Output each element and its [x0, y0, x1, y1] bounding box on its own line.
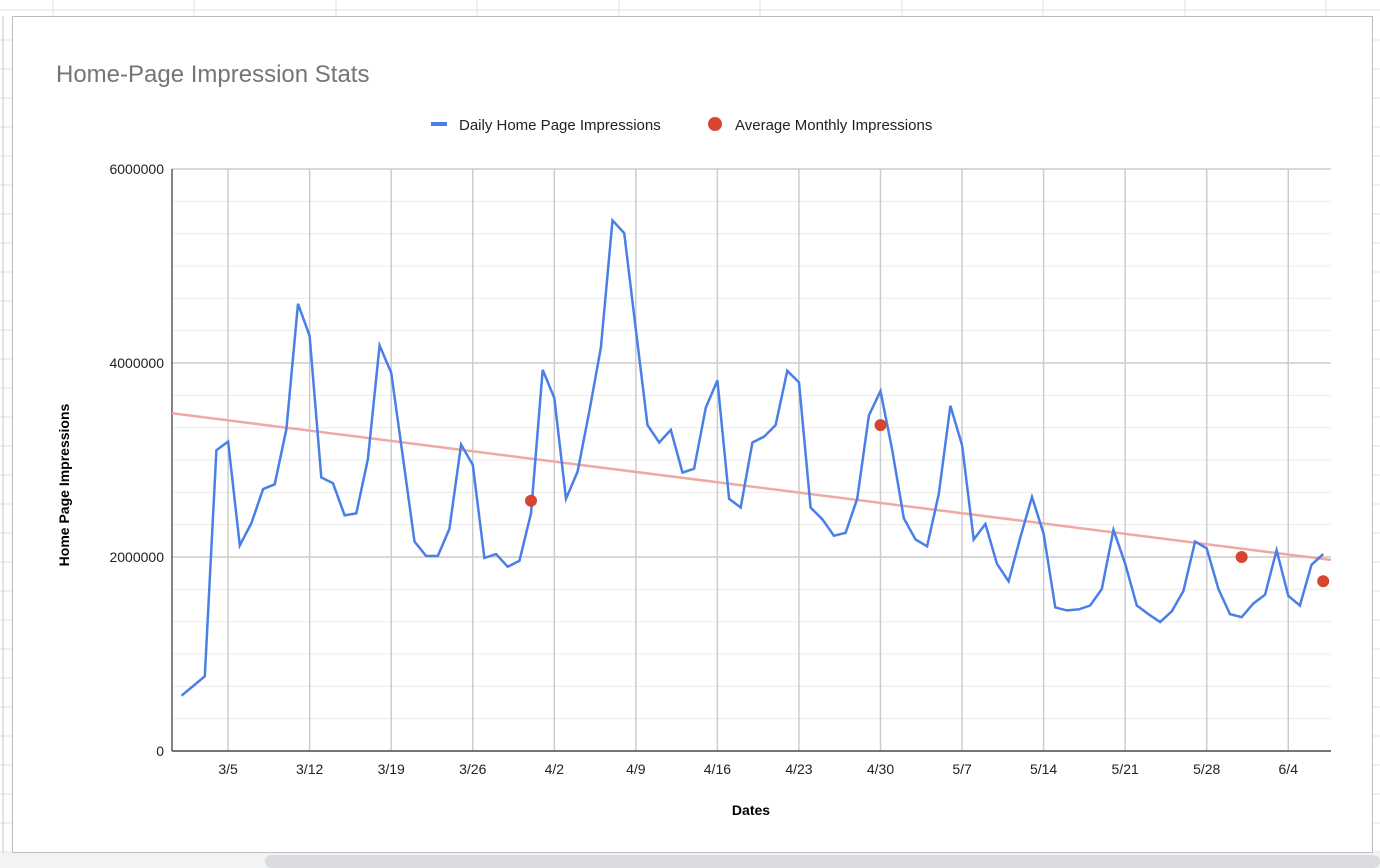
x-tick-label: 4/2	[545, 761, 565, 777]
x-tick-label: 4/23	[785, 761, 812, 777]
x-tick-label: 5/7	[952, 761, 972, 777]
horizontal-scrollbar-thumb[interactable]	[265, 855, 1380, 868]
y-tick-label: 4000000	[109, 355, 164, 371]
x-axis-label: Dates	[732, 802, 770, 818]
x-tick-label: 3/12	[296, 761, 323, 777]
series	[171, 217, 1332, 697]
daily-impressions-line	[180, 217, 1325, 697]
average-monthly-point	[525, 494, 537, 507]
x-tick-label: 3/26	[459, 761, 486, 777]
y-tick-label: 0	[156, 743, 164, 759]
y-axis-label: Home Page Impressions	[56, 403, 72, 566]
x-tick-label: 3/19	[378, 761, 405, 777]
legend-dot-icon	[708, 117, 722, 131]
average-monthly-point	[1235, 551, 1248, 563]
chart-title: Home-Page Impression Stats	[56, 61, 369, 88]
x-tick-labels: 3/5 3/12 3/19 3/26 4/2 4/9 4/16 4/23 4/30 5/7 5/14…	[218, 761, 1298, 777]
chart-container[interactable]: Home-Page Impression Stats Daily Home Pa…	[12, 16, 1373, 853]
y-tick-label: 6000000	[109, 161, 164, 177]
legend-label-average: Average Monthly Impressions	[735, 117, 932, 134]
x-tick-label: 4/30	[867, 761, 894, 777]
trendline	[171, 411, 1332, 562]
average-monthly-point	[1317, 575, 1330, 588]
y-tick-labels: 0 2000000 4000000 6000000	[109, 161, 164, 759]
legend-line-icon	[431, 122, 447, 126]
y-tick-label: 2000000	[109, 549, 164, 565]
average-monthly-point	[874, 419, 887, 432]
x-tick-label: 5/21	[1112, 761, 1139, 777]
line-chart: Home-Page Impression Stats Daily Home Pa…	[56, 61, 1332, 818]
legend: Daily Home Page Impressions Average Mont…	[431, 117, 932, 134]
legend-label-daily: Daily Home Page Impressions	[459, 117, 661, 134]
x-tick-label: 3/5	[218, 761, 238, 777]
gridlines	[172, 168, 1331, 752]
x-tick-label: 4/9	[626, 761, 646, 777]
x-tick-label: 6/4	[1279, 761, 1299, 777]
x-tick-label: 4/16	[704, 761, 731, 777]
axes	[171, 169, 1331, 752]
x-tick-label: 5/14	[1030, 761, 1057, 777]
x-tick-label: 5/28	[1193, 761, 1220, 777]
